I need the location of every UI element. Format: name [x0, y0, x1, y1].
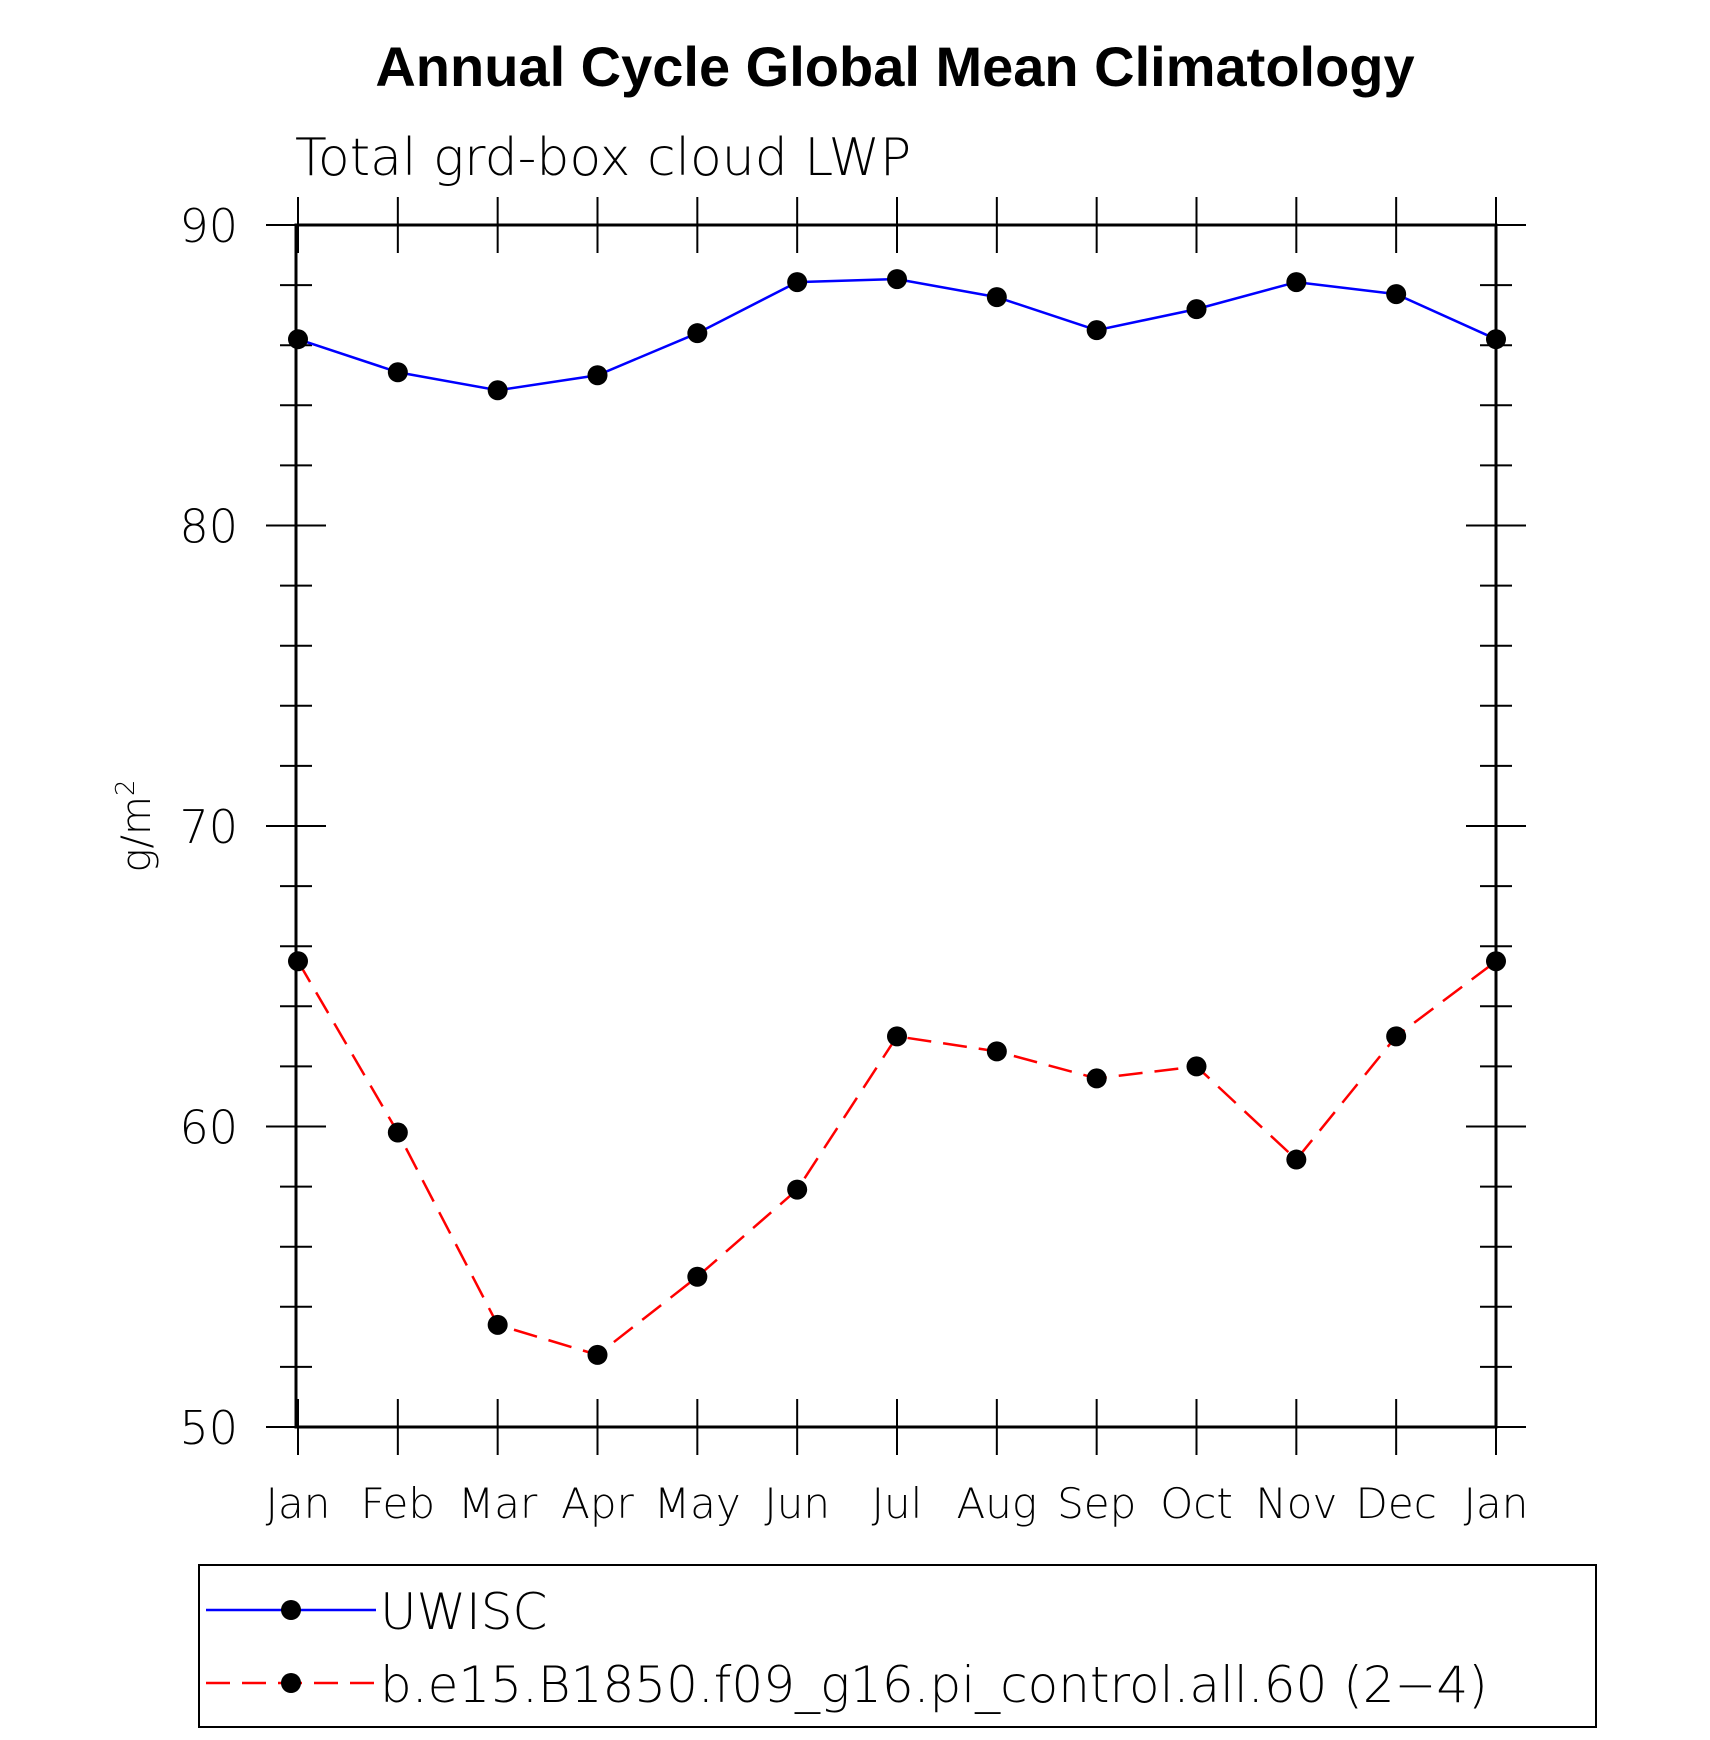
y-axis-label-unit: g/m — [114, 796, 160, 872]
data-point-series-0 — [986, 287, 1007, 308]
data-point-series-0 — [1086, 320, 1107, 341]
legend-marker-uwisc — [281, 1600, 301, 1620]
y-tick-label: 80 — [179, 500, 238, 554]
y-tick-label: 70 — [179, 800, 238, 854]
data-point-series-1 — [787, 1179, 808, 1200]
data-point-series-0 — [1186, 299, 1207, 320]
data-point-series-0 — [887, 269, 907, 290]
data-point-series-0 — [1486, 329, 1506, 350]
y-tick-labels: 50 60 70 80 90 — [179, 199, 238, 1455]
data-point-series-1 — [387, 1122, 408, 1143]
x-tick-label: Nov — [1255, 1479, 1337, 1528]
data-point-series-1 — [1186, 1056, 1207, 1077]
x-tick-label: Mar — [458, 1479, 538, 1528]
x-tick-label: Jul — [872, 1479, 923, 1528]
data-point-series-0 — [288, 329, 308, 350]
chart-title: Annual Cycle Global Mean Climatology — [375, 35, 1414, 98]
data-point-series-1 — [1486, 951, 1506, 972]
data-point-series-1 — [487, 1314, 508, 1335]
data-point-series-0 — [687, 323, 708, 344]
x-tick-label: Dec — [1356, 1479, 1437, 1528]
data-point-series-0 — [387, 362, 408, 383]
x-tick-label: Jan — [266, 1479, 331, 1528]
x-tick-label: Sep — [1057, 1479, 1136, 1528]
y-tick-label: 90 — [179, 199, 238, 253]
x-tick-label: Apr — [561, 1479, 634, 1528]
data-point-series-0 — [1286, 272, 1307, 293]
legend-label-uwisc: UWISC — [380, 1583, 547, 1641]
x-tick-label: May — [654, 1479, 741, 1528]
data-point-series-1 — [687, 1266, 708, 1287]
series-line-0 — [297, 277, 1497, 392]
x-tick-labels: Jan Feb Mar Apr May Jun Jul Aug Sep Oct Nov Dec Jan — [266, 1479, 1529, 1528]
y-axis-label-superscript: 2 — [111, 780, 141, 797]
data-point-series-1 — [1386, 1026, 1407, 1047]
plot-frame — [294, 223, 1498, 1429]
legend-marker-model — [281, 1673, 301, 1693]
series-layer — [288, 269, 1506, 1365]
data-point-series-0 — [787, 272, 808, 293]
x-tick-label: Jan — [1464, 1479, 1529, 1528]
x-tick-label: Jun — [764, 1479, 830, 1528]
x-tick-label: Aug — [957, 1479, 1038, 1528]
data-point-series-1 — [288, 951, 308, 972]
data-point-series-0 — [487, 380, 508, 401]
data-point-series-1 — [986, 1041, 1007, 1062]
data-point-series-1 — [887, 1026, 907, 1047]
y-tick-label: 60 — [179, 1101, 238, 1155]
y-axis-label: g/m2 — [111, 780, 160, 873]
data-point-series-1 — [1086, 1068, 1107, 1089]
data-point-series-0 — [1386, 284, 1407, 305]
y-tick-label: 50 — [179, 1401, 238, 1455]
data-point-series-0 — [587, 365, 608, 386]
legend-box — [198, 1564, 1597, 1728]
x-tick-label: Oct — [1160, 1479, 1233, 1528]
data-point-series-1 — [1286, 1149, 1307, 1170]
chart-subtitle: Total grd-box cloud LWP — [295, 128, 911, 188]
legend-label-model: b.e15.B1850.f09_g16.pi_control.all.60 (2… — [380, 1656, 1488, 1714]
series-line-1 — [296, 960, 1497, 1357]
legend: UWISC b.e15.B1850.f09_g16.pi_control.all… — [198, 1564, 1597, 1728]
axis-ticks — [266, 197, 1526, 1455]
data-point-series-1 — [587, 1344, 608, 1365]
x-tick-label: Feb — [361, 1479, 435, 1528]
